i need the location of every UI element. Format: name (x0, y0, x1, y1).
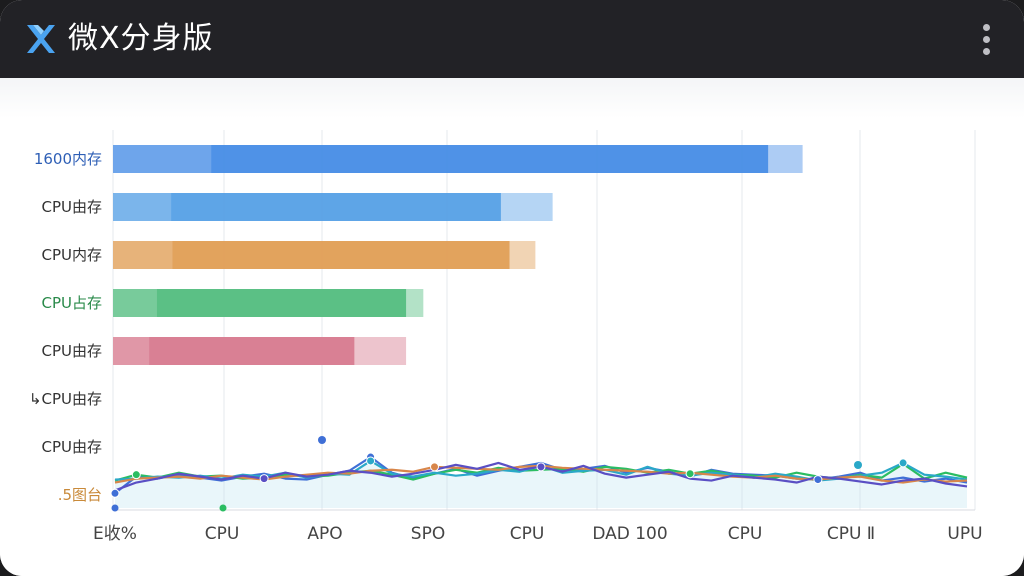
x-tick-label: APO (307, 524, 342, 544)
more-vert-icon[interactable] (974, 20, 1000, 60)
bar-highlight (113, 145, 212, 173)
line-marker (318, 436, 326, 444)
line-marker (685, 469, 695, 479)
chart: 1600内存 CPU由存 CPU内存 CPU占存 CPU由存 ↳CPU由存 CPU由存 .5图… (29, 130, 983, 544)
line-marker (366, 456, 376, 466)
line-marker (110, 488, 120, 498)
app-title: 微X分身版 (68, 21, 214, 56)
category-label: 1600内存 (34, 150, 102, 168)
category-label: CPU由存 (42, 438, 103, 456)
category-label: CPU由存 (42, 198, 103, 216)
category-label: ↳CPU由存 (29, 390, 102, 408)
bar-main (113, 289, 407, 317)
line-marker (813, 475, 823, 485)
bar-main (113, 337, 355, 365)
x-tick-label: CPU (205, 524, 240, 544)
x-tick-label: CPU Ⅱ (827, 524, 875, 544)
bar-highlight (113, 241, 173, 269)
x-tick-label: UPU (947, 524, 982, 544)
line-marker (854, 461, 862, 469)
line-marker (259, 474, 269, 484)
line-marker (219, 504, 227, 512)
x-tick-label: CPU (510, 524, 545, 544)
x-tick-label: DAD 100 (592, 524, 667, 544)
line-marker (131, 470, 141, 480)
line-area (115, 460, 967, 508)
x-tick-label: E收% (93, 524, 137, 544)
bar-main (113, 241, 510, 269)
category-label: .5图台 (58, 486, 102, 504)
bar-highlight (113, 289, 157, 317)
x-tick-label: SPO (411, 524, 445, 544)
bar-main (113, 145, 769, 173)
line-marker (898, 458, 908, 468)
bar-highlight (113, 337, 150, 365)
category-label: CPU占存 (42, 294, 103, 312)
category-label: CPU内存 (42, 246, 103, 264)
x-tick-label: CPU (728, 524, 763, 544)
line-marker (111, 504, 119, 512)
line-marker (536, 462, 546, 472)
line-marker (430, 462, 439, 472)
bar-main (113, 193, 501, 221)
x-logo-icon (27, 25, 55, 53)
app-bar: 微X分身版 (0, 0, 1024, 78)
bar-highlight (113, 193, 172, 221)
category-label: CPU由存 (42, 342, 103, 360)
